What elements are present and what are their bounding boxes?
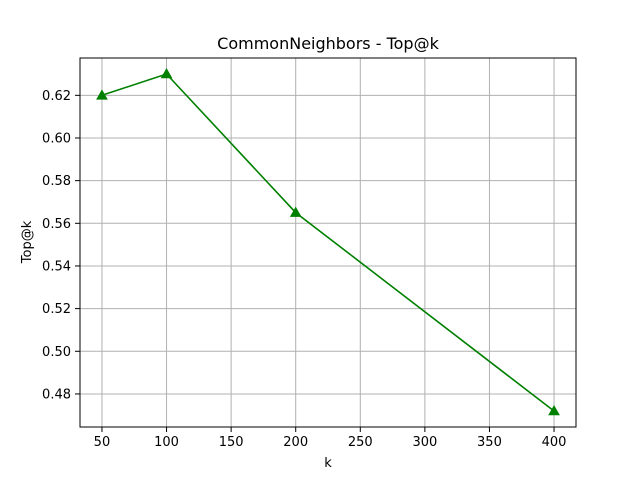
y-tick-label: 0.48 [42, 387, 71, 402]
y-tick-label: 0.56 [42, 217, 71, 232]
y-axis-label: Top@k [20, 220, 35, 264]
y-tick-label: 0.62 [42, 89, 71, 104]
y-tick-label: 0.60 [42, 131, 71, 146]
x-tick-label: 300 [412, 435, 437, 450]
y-tick-label: 0.58 [42, 174, 71, 189]
x-tick-label: 400 [542, 435, 567, 450]
chart-title: CommonNeighbors - Top@k [217, 34, 439, 53]
x-tick-label: 350 [477, 435, 502, 450]
data-point-marker [548, 404, 560, 416]
y-tick-label: 0.52 [42, 302, 71, 317]
data-point-marker [160, 67, 173, 79]
data-point-marker [96, 89, 108, 100]
grid [80, 58, 576, 427]
x-tick-label: 150 [219, 435, 244, 450]
series-layer [96, 67, 560, 416]
x-tick-label: 100 [154, 435, 179, 450]
x-tick-label: 250 [348, 435, 373, 450]
x-axis-label: k [324, 456, 332, 471]
x-tick-label: 50 [94, 435, 111, 450]
series-line [101, 73, 555, 412]
x-axis-ticks: 50 100 150 200 250 300 350 400 [94, 427, 567, 450]
plot-frame [79, 57, 577, 428]
data-point-marker [289, 206, 302, 217]
y-axis-ticks: 0.48 0.50 0.52 0.54 0.56 0.58 0.60 0.62 [42, 89, 80, 402]
y-tick-label: 0.50 [42, 345, 71, 360]
x-tick-label: 200 [283, 435, 308, 450]
y-tick-label: 0.54 [42, 259, 71, 274]
